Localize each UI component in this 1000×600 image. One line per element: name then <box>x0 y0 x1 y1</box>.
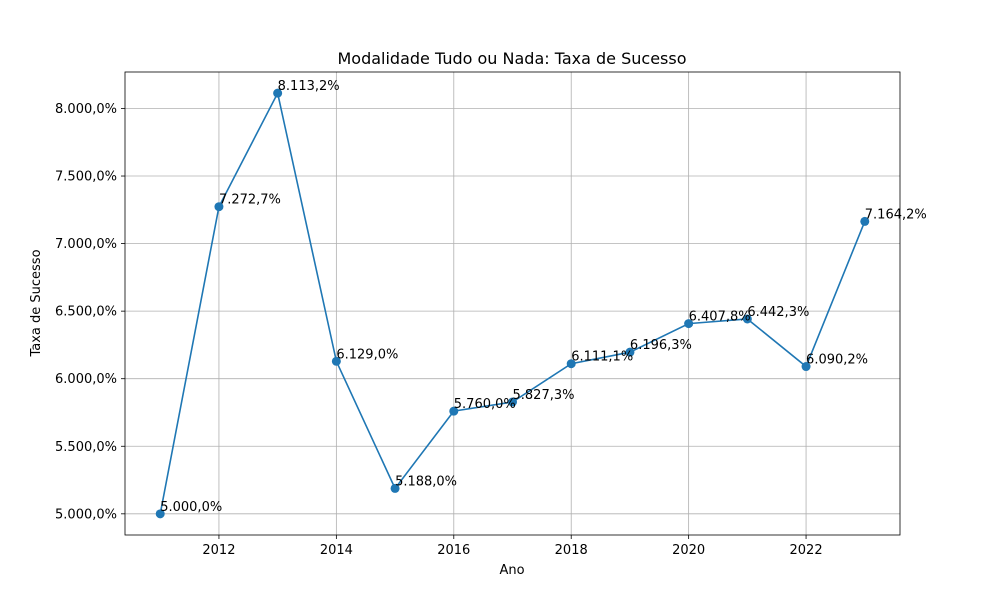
series-line <box>159 90 866 514</box>
data-point <box>390 483 400 493</box>
y-tick-label: 5.000,0% <box>55 507 117 522</box>
data-label: 5.827,3% <box>513 388 575 403</box>
data-point <box>684 319 694 329</box>
data-point <box>625 347 635 357</box>
y-tick-label: 5.500,0% <box>55 440 117 455</box>
data-label: 8.113,2% <box>278 79 340 94</box>
data-label: 5.188,0% <box>395 474 457 489</box>
x-tick-label: 2020 <box>672 543 705 558</box>
y-tick-label: 7.000,0% <box>55 237 117 252</box>
data-label: 6.407,8% <box>689 310 751 325</box>
data-label: 5.000,0% <box>160 500 222 515</box>
axes: 2012 2014 2016 2018 2020 2022 5.000,0% 5.500,0%… <box>55 71 901 558</box>
data-point <box>214 202 224 212</box>
data-label: 6.442,3% <box>747 305 809 320</box>
data-point <box>155 509 165 519</box>
data-point <box>860 216 870 226</box>
data-label: 6.111,1% <box>571 350 633 365</box>
data-labels: 5.000,0% 7.272,7% 8.113,2% 6.129,0% 5.188,0%… <box>160 79 927 515</box>
y-tick-label: 7.500,0% <box>55 170 117 185</box>
x-axis-label: Ano <box>499 563 524 578</box>
x-tick-label: 2018 <box>555 543 588 558</box>
x-tick-label: 2012 <box>202 543 235 558</box>
plot-frame <box>124 71 901 536</box>
series-layer <box>155 88 870 519</box>
y-axis-label: Taxa de Sucesso <box>29 249 44 357</box>
data-point <box>801 362 811 372</box>
data-label: 6.129,0% <box>336 347 398 362</box>
chart-title: Modalidade Tudo ou Nada: Taxa de Sucesso <box>337 49 686 68</box>
data-point <box>449 406 459 416</box>
data-label: 6.090,2% <box>806 353 868 368</box>
data-point <box>508 397 517 407</box>
data-point <box>742 314 752 324</box>
data-label: 6.196,3% <box>630 338 692 353</box>
x-tick-label: 2014 <box>320 543 353 558</box>
data-label: 7.164,2% <box>865 207 927 222</box>
data-label: 5.760,0% <box>454 397 516 412</box>
data-point <box>273 88 283 98</box>
data-point <box>331 356 341 366</box>
data-label: 7.272,7% <box>219 193 281 208</box>
y-tick-label: 8.000,0% <box>55 102 117 117</box>
grid <box>125 72 900 535</box>
y-tick-label: 6.500,0% <box>55 305 117 320</box>
y-tick-label: 6.000,0% <box>55 372 117 387</box>
x-tick-label: 2016 <box>437 543 470 558</box>
data-point <box>566 359 576 369</box>
x-tick-label: 2022 <box>790 543 823 558</box>
